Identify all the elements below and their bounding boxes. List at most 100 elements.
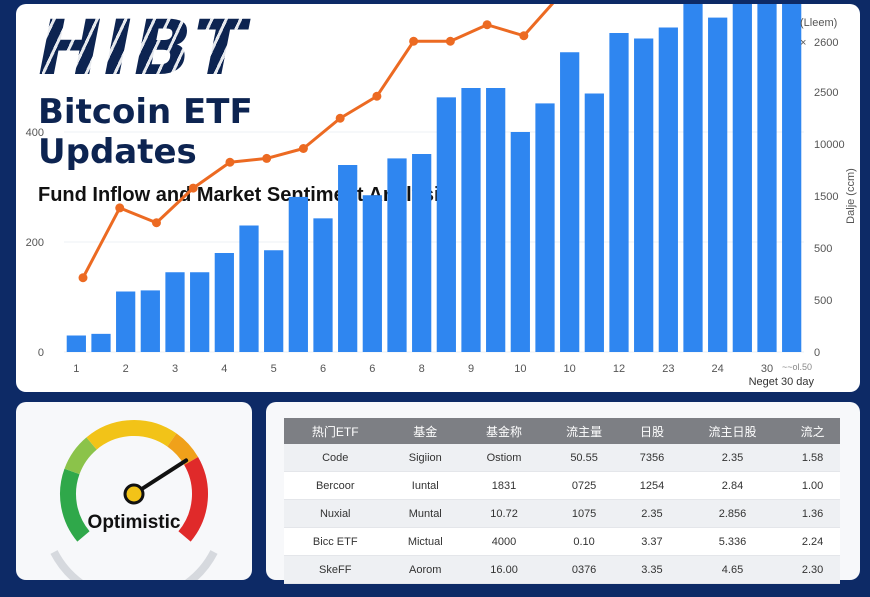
- bar: [634, 38, 654, 352]
- table-cell: 0.10: [544, 527, 625, 556]
- x-tick-label: 10: [564, 363, 576, 375]
- line-point: [519, 31, 529, 41]
- table-header-cell: 基金称: [464, 418, 545, 444]
- table-cell: Ostiom: [464, 444, 545, 472]
- bar: [757, 4, 777, 352]
- bar: [140, 290, 160, 352]
- right-tick-label: 2600: [814, 37, 838, 49]
- bar: [239, 225, 259, 352]
- table-header-cell: 流之: [785, 418, 840, 444]
- gauge-arc-lightgreen: [64, 437, 97, 475]
- etf-table-card: 热门ETF 基金 基金称 流主量 日股 流主日股 流之 Code Sigiion Ostiom 5…: [266, 402, 860, 584]
- line-point: [372, 91, 382, 101]
- table-row: Bercoor Iuntal 1831 0725 1254 2.84 1.00: [284, 471, 840, 500]
- table-cell: 2.84: [679, 471, 786, 500]
- table-cell: 2.35: [624, 499, 680, 528]
- table-cell: Code: [284, 444, 387, 472]
- bar: [510, 132, 530, 352]
- page-title: Bitcoin ETF Updates: [38, 92, 253, 172]
- line-point: [298, 144, 308, 153]
- table-cell: 0376: [544, 555, 625, 584]
- table-cell: 7356: [624, 444, 680, 472]
- right-tick-label: 2500: [814, 87, 838, 99]
- bar: [584, 93, 604, 352]
- bar: [461, 88, 481, 352]
- table-cell: 2.856: [679, 499, 786, 528]
- table-cell: 1254: [624, 471, 680, 500]
- table-header-cell: 热门ETF: [284, 418, 387, 444]
- line-point: [225, 157, 235, 167]
- table-cell: Bercoor: [284, 471, 387, 500]
- x-tick-label: 12: [613, 363, 625, 375]
- bar: [116, 291, 136, 352]
- x-tick-label: 6: [320, 363, 326, 375]
- table-cell: Mictual: [386, 527, 465, 556]
- table-cell: 2.30: [785, 555, 840, 584]
- etf-table: 热门ETF 基金 基金称 流主量 日股 流主日股 流之 Code Sigiion Ostiom 5…: [284, 418, 840, 584]
- gauge-arc-yellow: [86, 420, 177, 450]
- gauge-hub: [123, 483, 145, 505]
- right-axis-note: (Lleem): [800, 17, 837, 29]
- table-cell: Bicc ETF: [284, 527, 387, 556]
- bar: [214, 253, 234, 352]
- table-cell: 1831: [464, 471, 545, 500]
- table-cell: SkeFF: [284, 555, 387, 584]
- table-cell: 3.37: [624, 527, 680, 556]
- table-cell: 1.36: [785, 499, 840, 528]
- table-cell: 1.00: [785, 471, 840, 500]
- sentiment-gauge: [50, 420, 218, 580]
- bar: [387, 158, 407, 352]
- table-header-cell: 日股: [624, 418, 680, 444]
- bar: [436, 97, 456, 352]
- x-tick-label: 6: [369, 363, 375, 375]
- gauge-arc-red: [178, 457, 208, 542]
- x-tick-label: 4: [221, 363, 227, 375]
- bar: [708, 17, 728, 352]
- line-point: [78, 273, 88, 283]
- table-header-cell: 流主日股: [679, 418, 786, 444]
- y-tick-label: 0: [38, 347, 44, 359]
- line-point: [151, 218, 161, 228]
- table-cell: 1075: [544, 499, 625, 528]
- right-axis-label: Dalje (ccm): [845, 168, 857, 224]
- table-cell: 0725: [544, 471, 625, 500]
- table-cell: 2.24: [785, 527, 840, 556]
- table-cell: 50.55: [544, 444, 625, 472]
- title-line-2: Updates: [38, 132, 197, 172]
- bar: [264, 250, 284, 352]
- bar: [165, 272, 185, 352]
- bar: [609, 33, 629, 352]
- table-row: Bicc ETF Mictual 4000 0.10 3.37 5.336 2.24: [284, 527, 840, 556]
- right-tick-label: 1500: [814, 191, 838, 203]
- table-header-cell: 基金: [386, 418, 465, 444]
- gauge-arc-orange: [167, 433, 199, 466]
- bar: [313, 218, 333, 352]
- x-tick-note: ~~ol.50: [782, 362, 812, 372]
- gauge-arc-green: [60, 468, 90, 542]
- line-point: [409, 36, 419, 46]
- table-header-cell: 流主量: [544, 418, 625, 444]
- table-cell: 4000: [464, 527, 545, 556]
- x-axis-label: Neget 30 day: [749, 376, 815, 388]
- line-point: [335, 113, 345, 123]
- bar: [658, 27, 678, 352]
- main-chart-card: HIBT Bitcoin ETF Updates Fund Inflow and…: [16, 4, 860, 392]
- table-cell: Muntal: [386, 499, 465, 528]
- gauge-base: [50, 550, 218, 580]
- line-point: [445, 36, 455, 46]
- gauge-label: Optimistic: [87, 512, 181, 533]
- right-tick-label: 500: [814, 295, 832, 307]
- x-tick-label: 3: [172, 363, 178, 375]
- bar: [486, 88, 506, 352]
- bar: [91, 333, 111, 352]
- table-cell: 5.336: [679, 527, 786, 556]
- right-tick-label: 0: [814, 347, 820, 359]
- table-cell: Aorom: [386, 555, 465, 584]
- x-tick-label: 23: [662, 363, 674, 375]
- x-tick-label: 8: [419, 363, 425, 375]
- table-cell: 16.00: [464, 555, 545, 584]
- bar: [560, 52, 580, 352]
- sentiment-gauge-card: Optimistic: [16, 402, 252, 580]
- table-cell: Sigiion: [386, 444, 465, 472]
